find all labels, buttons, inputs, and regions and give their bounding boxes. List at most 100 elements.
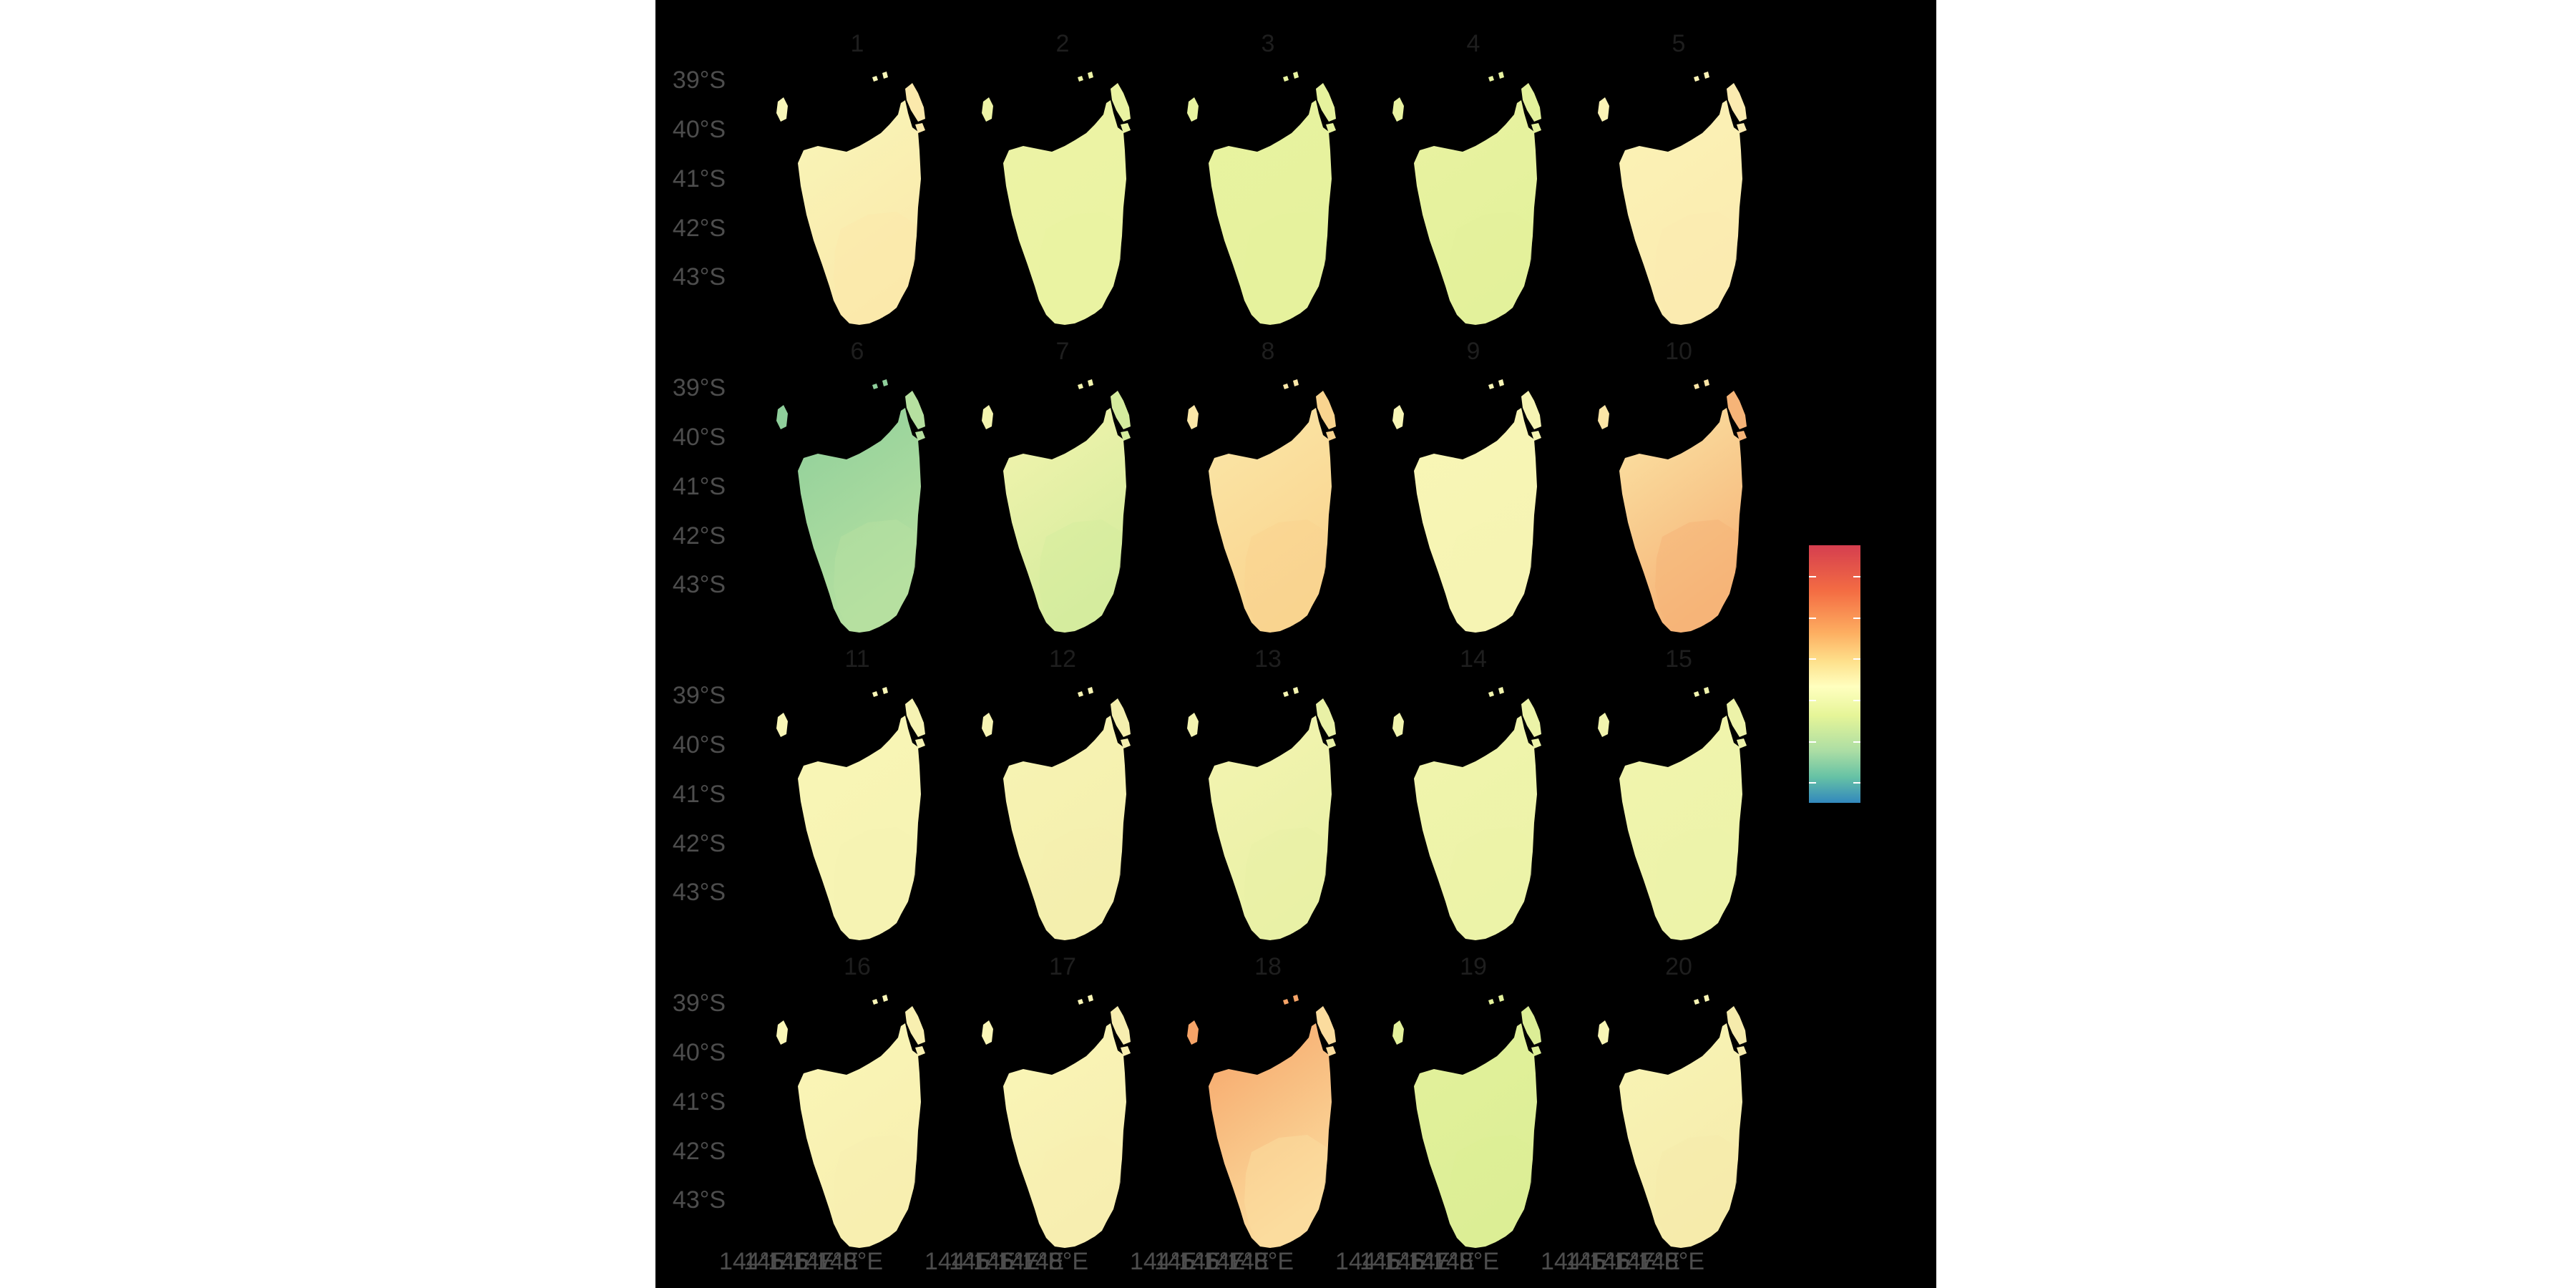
tasmania-south-region: [1450, 1135, 1533, 1246]
cape-barren-island: [915, 1046, 925, 1056]
facet-title: 6: [850, 338, 864, 365]
flinders-island: [1316, 698, 1336, 737]
flinders-island: [1111, 698, 1131, 737]
cape-barren-island: [1531, 1046, 1541, 1056]
facet-title: 12: [1049, 645, 1076, 673]
flinders-island: [1521, 391, 1541, 429]
small-islands: [1694, 995, 1709, 1005]
color-legend-bar: [1809, 545, 1860, 803]
king-island: [1187, 97, 1199, 122]
longitude-tick-label: 146°E: [768, 1248, 835, 1275]
tasmania-map-panel: [1392, 72, 1541, 325]
tasmania-map-panel: [1187, 379, 1336, 633]
tasmania-south-region: [1039, 827, 1122, 939]
colorbar-tick: [1809, 617, 1816, 619]
king-island: [776, 405, 788, 429]
king-island: [1392, 1020, 1404, 1045]
longitude-tick-label: 148°E: [1433, 1248, 1500, 1275]
latitude-tick-label: 40°S: [672, 424, 726, 451]
longitude-tick-label: 144°E: [1541, 1248, 1608, 1275]
facet-title: 8: [1261, 338, 1275, 365]
latitude-tick-label: 39°S: [672, 67, 726, 94]
tasmania-map-panel: [776, 379, 925, 633]
tasmania-south-region: [1655, 1135, 1738, 1246]
cape-barren-island: [1121, 431, 1131, 441]
small-islands: [1488, 72, 1504, 82]
tasmania-map-panel: [1187, 687, 1336, 940]
longitude-tick-label: 144°E: [719, 1248, 786, 1275]
latitude-tick-label: 40°S: [672, 116, 726, 143]
facet-title: 9: [1466, 338, 1480, 365]
flinders-island: [1316, 83, 1336, 122]
colorbar-tick: [1853, 741, 1860, 743]
longitude-tick-label: 144°E: [1335, 1248, 1402, 1275]
longitude-tick-label: 147°E: [792, 1248, 859, 1275]
tasmania-map-panel: [1598, 379, 1747, 633]
latitude-tick-label: 39°S: [672, 682, 726, 709]
small-islands: [1488, 687, 1504, 697]
tasmania-south-region: [1039, 1135, 1122, 1246]
latitude-tick-label: 42°S: [672, 522, 726, 550]
facet-title: 3: [1261, 30, 1275, 57]
flinders-island: [1111, 391, 1131, 429]
facet-title: 18: [1254, 953, 1282, 980]
latitude-tick-label: 40°S: [672, 1039, 726, 1066]
facet-title: 11: [844, 645, 870, 673]
cape-barren-island: [1531, 431, 1541, 441]
tasmania-south-region: [834, 519, 917, 631]
small-islands: [1694, 72, 1709, 82]
tasmania-south-region: [1655, 827, 1738, 939]
latitude-tick-label: 43°S: [672, 571, 726, 598]
king-island: [1598, 405, 1609, 429]
tasmania-map-panel: [982, 687, 1131, 940]
tasmania-map-panel: [1598, 995, 1747, 1248]
longitude-tick-label: 145°E: [1154, 1248, 1221, 1275]
tasmania-south-region: [834, 1135, 917, 1246]
facet-title: 1: [850, 30, 864, 57]
flinders-island: [1316, 1006, 1336, 1045]
tasmania-south-region: [1450, 827, 1533, 939]
facet-title: 17: [1049, 953, 1076, 980]
king-island: [776, 713, 788, 737]
longitude-tick-label: 145°E: [1360, 1248, 1427, 1275]
small-islands: [872, 687, 888, 697]
small-islands: [1078, 379, 1093, 389]
longitude-tick-label: 147°E: [1203, 1248, 1270, 1275]
latitude-tick-label: 39°S: [672, 374, 726, 401]
longitude-tick-label: 148°E: [1227, 1248, 1294, 1275]
king-island: [1392, 405, 1404, 429]
small-islands: [1283, 995, 1299, 1005]
longitude-tick-labels: 144°E 145°E 146°E 147°E 148°E: [719, 1248, 934, 1279]
king-island: [1187, 713, 1199, 737]
colorbar-tick: [1853, 782, 1860, 784]
latitude-tick-label: 39°S: [672, 990, 726, 1017]
colorbar-tick: [1853, 700, 1860, 701]
flinders-island: [1521, 698, 1541, 737]
latitude-tick-label: 41°S: [672, 165, 726, 192]
latitude-tick-label: 43°S: [672, 263, 726, 291]
king-island: [1187, 1020, 1199, 1045]
longitude-tick-labels: 144°E 145°E 146°E 147°E 148°E: [1130, 1248, 1345, 1279]
king-island: [776, 97, 788, 122]
longitude-tick-label: 147°E: [997, 1248, 1065, 1275]
small-islands: [1078, 995, 1093, 1005]
longitude-tick-label: 144°E: [1130, 1248, 1197, 1275]
small-islands: [1283, 72, 1299, 82]
small-islands: [1078, 72, 1093, 82]
flinders-island: [1521, 83, 1541, 122]
longitude-tick-label: 144°E: [924, 1248, 992, 1275]
flinders-island: [1111, 83, 1131, 122]
latitude-tick-label: 41°S: [672, 781, 726, 808]
cape-barren-island: [1326, 1046, 1336, 1056]
flinders-island: [1727, 1006, 1747, 1045]
longitude-tick-label: 147°E: [1614, 1248, 1681, 1275]
small-islands: [1694, 379, 1709, 389]
small-islands: [872, 72, 888, 82]
latitude-tick-label: 41°S: [672, 1088, 726, 1116]
flinders-island: [905, 391, 925, 429]
tasmania-map-panel: [776, 72, 925, 325]
tasmania-map-panel: [776, 687, 925, 940]
longitude-tick-label: 148°E: [1638, 1248, 1705, 1275]
latitude-tick-label: 41°S: [672, 473, 726, 500]
tasmania-map-panel: [982, 379, 1131, 633]
